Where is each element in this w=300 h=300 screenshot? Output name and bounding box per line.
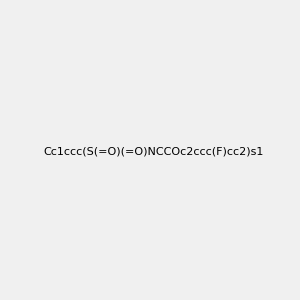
- Text: Cc1ccc(S(=O)(=O)NCCOc2ccc(F)cc2)s1: Cc1ccc(S(=O)(=O)NCCOc2ccc(F)cc2)s1: [44, 146, 264, 157]
